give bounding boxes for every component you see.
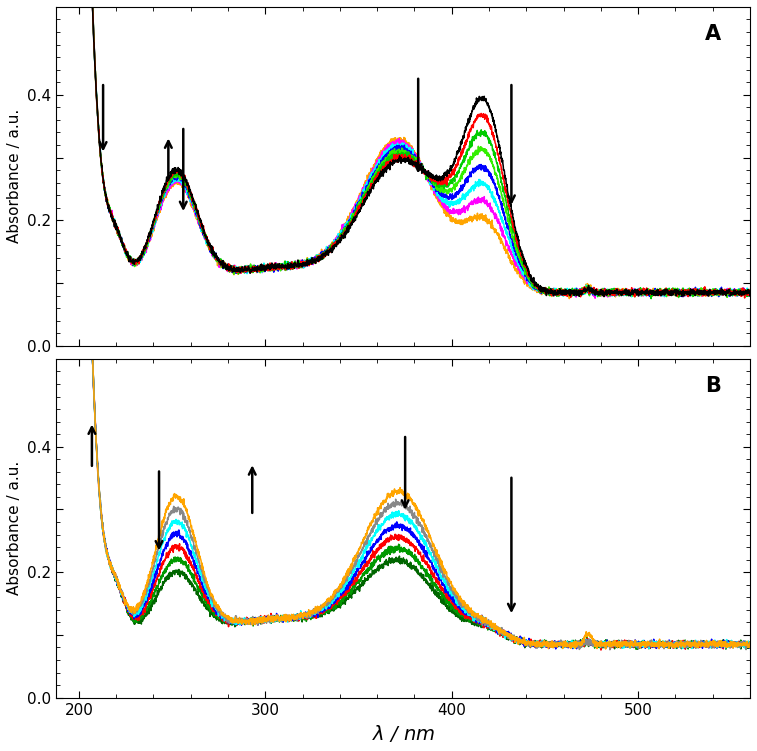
- Y-axis label: Absorbance / a.u.: Absorbance / a.u.: [7, 461, 22, 596]
- Text: B: B: [705, 376, 721, 396]
- X-axis label: $\lambda$ / nm: $\lambda$ / nm: [372, 723, 435, 744]
- Text: A: A: [705, 24, 721, 44]
- Y-axis label: Absorbance / a.u.: Absorbance / a.u.: [7, 109, 22, 243]
